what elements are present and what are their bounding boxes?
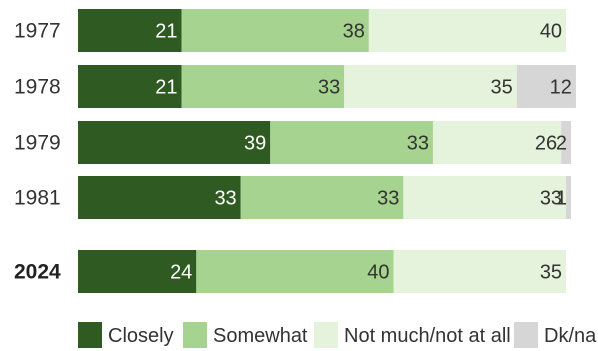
bar-closely-1979 [78, 121, 271, 164]
data-label-closely-2024: 24 [170, 262, 192, 284]
legend-label-dk-na: Dk/na [544, 325, 597, 347]
data-label-not-much-not-at-all-1981: 33 [540, 188, 562, 210]
bar-somewhat-1977 [181, 9, 369, 52]
bar-dk-na-1981 [566, 176, 571, 219]
bar-somewhat-1979 [270, 121, 433, 164]
data-label-somewhat-2024: 40 [367, 262, 389, 284]
data-label-not-much-not-at-all-2024: 35 [540, 262, 562, 284]
y-tick-label-1981: 1981 [14, 187, 61, 210]
bar-closely-1981 [78, 176, 241, 219]
data-label-closely-1981: 33 [214, 188, 236, 210]
data-label-not-much-not-at-all-1978: 35 [491, 77, 513, 99]
data-label-somewhat-1981: 33 [377, 188, 399, 210]
y-tick-label-1979: 1979 [14, 132, 61, 155]
bar-not-much-not-at-all-1978 [344, 65, 517, 108]
data-label-closely-1979: 39 [244, 133, 266, 155]
bar-closely-2024 [78, 250, 197, 293]
bar-somewhat-1978 [181, 65, 345, 108]
bar-dk-na-1979 [561, 121, 571, 164]
data-label-somewhat-1977: 38 [343, 21, 365, 43]
data-label-dk-na-1978: 12 [550, 77, 572, 99]
data-label-somewhat-1979: 33 [407, 133, 429, 155]
y-tick-label-1978: 1978 [14, 76, 61, 99]
y-tick-label-1977: 1977 [14, 20, 61, 43]
bar-somewhat-2024 [196, 250, 394, 293]
legend-label-closely: Closely [108, 325, 174, 347]
bar-not-much-not-at-all-2024 [393, 250, 567, 293]
legend-swatch-not-much-not-at-all [314, 322, 338, 348]
legend-swatch-closely [78, 322, 102, 348]
data-label-not-much-not-at-all-1977: 40 [540, 21, 562, 43]
bar-dk-na-1978 [516, 65, 576, 108]
data-label-dk-na-1979: 2 [556, 133, 567, 155]
y-tick-label-2024: 2024 [14, 261, 61, 284]
data-label-dk-na-1981: 1 [556, 188, 567, 210]
legend-swatch-dk-na [514, 322, 538, 348]
data-label-not-much-not-at-all-1979: 26 [535, 133, 557, 155]
data-label-closely-1978: 21 [155, 77, 177, 99]
data-label-somewhat-1978: 33 [318, 77, 340, 99]
bar-closely-1978 [78, 65, 182, 108]
bar-somewhat-1981 [240, 176, 404, 219]
legend-label-not-much-not-at-all: Not much/not at all [344, 325, 511, 347]
bar-closely-1977 [78, 9, 182, 52]
bar-not-much-not-at-all-1981 [403, 176, 567, 219]
legend-swatch-somewhat [183, 322, 207, 348]
bar-not-much-not-at-all-1977 [368, 9, 567, 52]
legend-label-somewhat: Somewhat [213, 325, 308, 347]
bar-not-much-not-at-all-1979 [432, 121, 562, 164]
data-label-closely-1977: 21 [155, 21, 177, 43]
